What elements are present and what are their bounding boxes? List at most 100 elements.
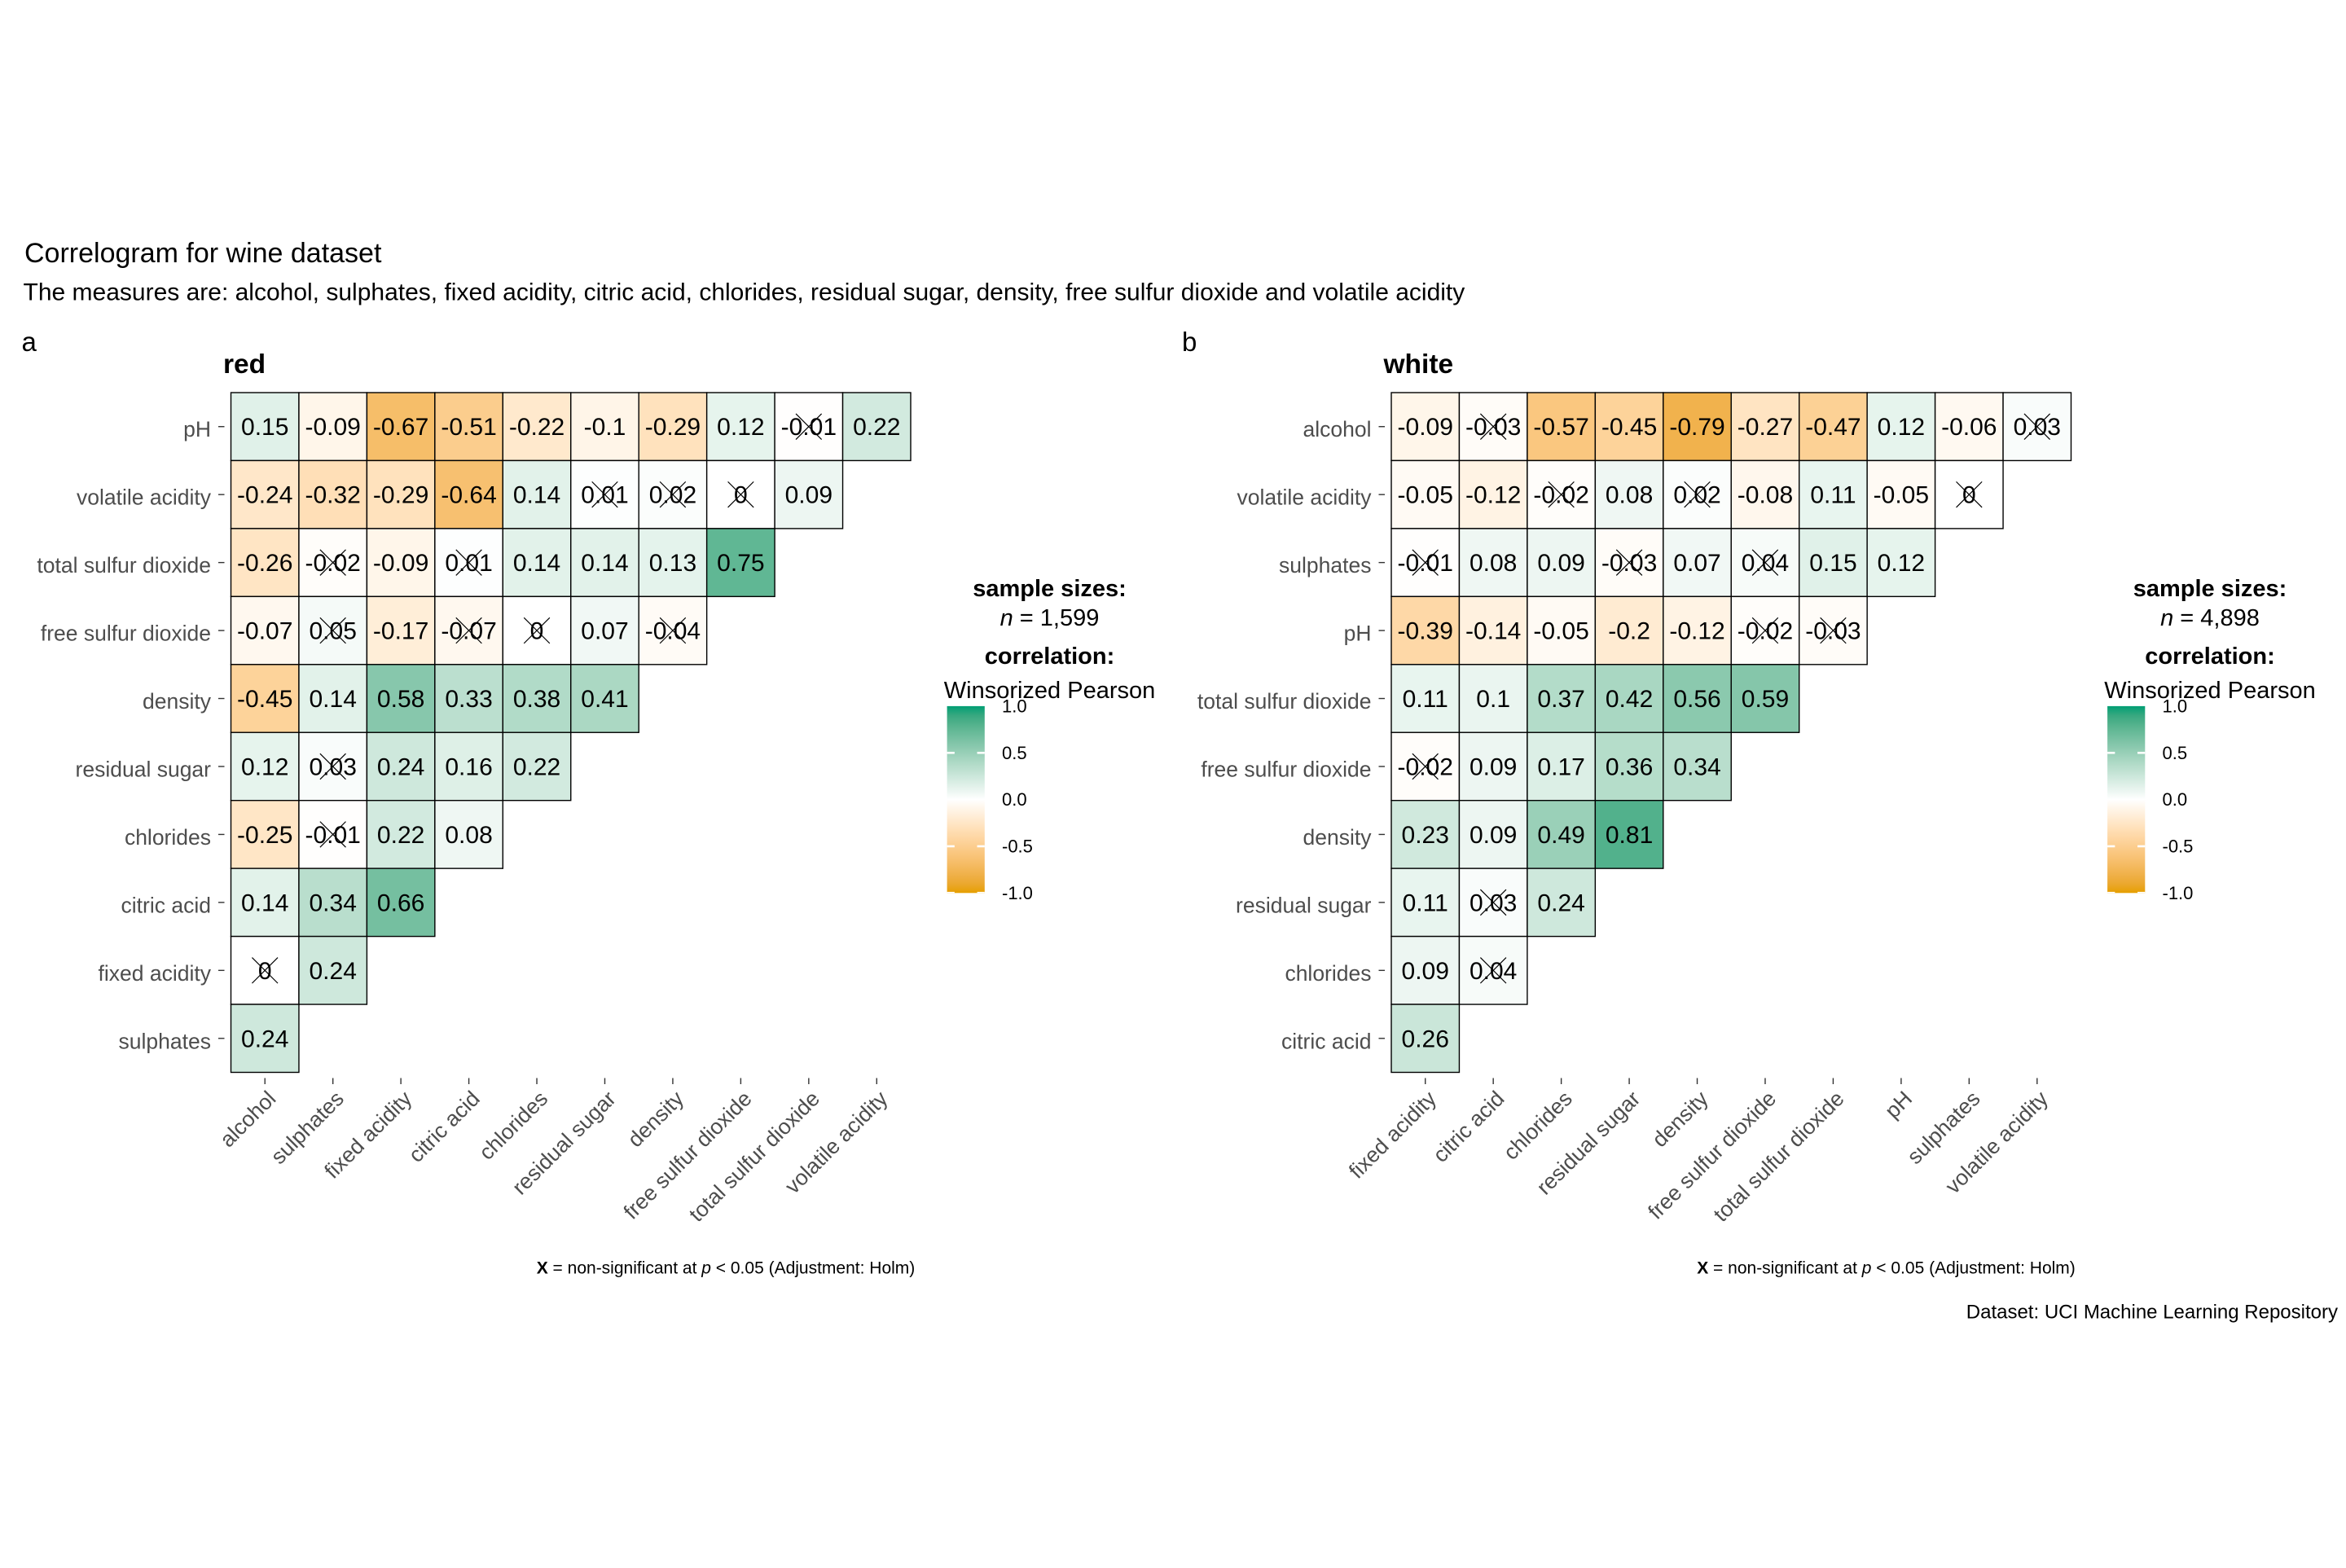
- svg-text:-0.08: -0.08: [1738, 482, 1793, 509]
- svg-text:white: white: [1383, 349, 1454, 380]
- svg-text:-0.2: -0.2: [1608, 618, 1650, 645]
- svg-text:0.59: 0.59: [1742, 686, 1789, 713]
- svg-text:free sulfur dioxide: free sulfur dioxide: [41, 621, 211, 646]
- svg-text:-0.04: -0.04: [645, 618, 701, 645]
- svg-text:alcohol: alcohol: [1303, 417, 1372, 441]
- svg-text:0.01: 0.01: [445, 550, 492, 577]
- svg-text:-0.05: -0.05: [1398, 482, 1453, 509]
- svg-text:0.33: 0.33: [445, 686, 492, 713]
- svg-text:Dataset: UCI Machine Learning: Dataset: UCI Machine Learning Repository: [1966, 1302, 2338, 1324]
- svg-text:-0.07: -0.07: [237, 618, 292, 645]
- svg-text:-0.57: -0.57: [1533, 414, 1588, 441]
- svg-text:0.75: 0.75: [717, 550, 764, 577]
- svg-text:-0.32: -0.32: [305, 482, 360, 509]
- svg-text:0.34: 0.34: [1673, 753, 1720, 780]
- svg-text:0.01: 0.01: [581, 482, 628, 509]
- svg-text:-0.03: -0.03: [1805, 618, 1861, 645]
- svg-text:0.15: 0.15: [1809, 550, 1856, 577]
- svg-text:0.42: 0.42: [1606, 686, 1653, 713]
- svg-text:0: 0: [530, 618, 544, 645]
- svg-text:density: density: [143, 689, 212, 714]
- svg-text:0.09: 0.09: [1402, 958, 1449, 985]
- svg-text:0.23: 0.23: [1402, 822, 1449, 849]
- svg-text:0.04: 0.04: [1742, 550, 1789, 577]
- svg-text:0: 0: [734, 482, 748, 509]
- svg-text:-0.26: -0.26: [237, 550, 292, 577]
- svg-text:0.49: 0.49: [1537, 822, 1584, 849]
- svg-text:0.36: 0.36: [1606, 753, 1653, 780]
- svg-text:sulphates: sulphates: [1279, 553, 1371, 578]
- svg-text:X = non-significant at p < 0.0: X = non-significant at p < 0.05 (Adjustm…: [1697, 1259, 2076, 1278]
- svg-text:0.03: 0.03: [1470, 889, 1517, 916]
- svg-text:free sulfur dioxide: free sulfur dioxide: [1201, 757, 1371, 781]
- svg-text:-0.24: -0.24: [237, 482, 292, 509]
- svg-text:0.0: 0.0: [2163, 789, 2188, 810]
- svg-text:a: a: [22, 327, 37, 357]
- svg-text:0.26: 0.26: [1402, 1026, 1449, 1052]
- svg-text:0.37: 0.37: [1537, 686, 1584, 713]
- svg-text:-0.5: -0.5: [1002, 837, 1033, 857]
- svg-text:density: density: [1303, 825, 1373, 850]
- svg-text:-0.09: -0.09: [305, 414, 360, 441]
- svg-text:chlorides: chlorides: [1285, 961, 1371, 986]
- svg-text:-0.01: -0.01: [305, 822, 360, 849]
- svg-text:Correlogram for wine dataset: Correlogram for wine dataset: [24, 238, 382, 269]
- svg-text:0.09: 0.09: [1537, 550, 1584, 577]
- svg-text:pH: pH: [1344, 621, 1372, 646]
- svg-text:0.17: 0.17: [1537, 753, 1584, 780]
- svg-text:-0.51: -0.51: [441, 414, 496, 441]
- svg-text:0.11: 0.11: [1403, 889, 1448, 916]
- svg-text:0.13: 0.13: [649, 550, 696, 577]
- svg-text:0.11: 0.11: [1403, 686, 1448, 713]
- svg-text:-0.02: -0.02: [1533, 482, 1588, 509]
- svg-text:0.12: 0.12: [1878, 414, 1925, 441]
- svg-text:-0.27: -0.27: [1738, 414, 1793, 441]
- svg-text:0.09: 0.09: [1470, 753, 1517, 780]
- svg-text:0.22: 0.22: [377, 822, 424, 849]
- svg-text:-0.45: -0.45: [237, 686, 292, 713]
- svg-text:residual sugar: residual sugar: [1236, 893, 1372, 917]
- svg-text:0.14: 0.14: [513, 550, 560, 577]
- svg-text:0.12: 0.12: [241, 753, 288, 780]
- svg-text:0.24: 0.24: [309, 958, 356, 985]
- svg-text:0.58: 0.58: [377, 686, 424, 713]
- svg-text:0.14: 0.14: [513, 482, 560, 509]
- svg-text:-0.14: -0.14: [1465, 618, 1521, 645]
- svg-text:correlation:: correlation:: [985, 643, 1115, 670]
- svg-text:0.15: 0.15: [241, 414, 288, 441]
- svg-text:0.07: 0.07: [1673, 550, 1720, 577]
- svg-text:sulphates: sulphates: [119, 1029, 211, 1053]
- svg-text:0.5: 0.5: [1002, 743, 1027, 763]
- svg-text:-0.02: -0.02: [1738, 618, 1793, 645]
- svg-text:0.08: 0.08: [1606, 482, 1653, 509]
- svg-text:-0.01: -0.01: [1398, 550, 1453, 577]
- svg-text:0.03: 0.03: [2014, 414, 2061, 441]
- svg-text:0.5: 0.5: [2163, 743, 2188, 763]
- svg-text:0: 0: [258, 958, 272, 985]
- svg-text:-0.17: -0.17: [373, 618, 428, 645]
- svg-text:0.22: 0.22: [853, 414, 900, 441]
- svg-text:0.04: 0.04: [1470, 958, 1517, 985]
- svg-text:-0.09: -0.09: [1398, 414, 1453, 441]
- svg-text:-0.67: -0.67: [373, 414, 428, 441]
- svg-text:0.41: 0.41: [581, 686, 628, 713]
- svg-text:X = non-significant at p < 0.0: X = non-significant at p < 0.05 (Adjustm…: [537, 1259, 916, 1278]
- svg-text:0: 0: [1962, 482, 1976, 509]
- svg-text:0.12: 0.12: [717, 414, 764, 441]
- svg-text:0.34: 0.34: [309, 889, 356, 916]
- svg-text:sample sizes:: sample sizes:: [973, 576, 1127, 602]
- svg-text:0.09: 0.09: [785, 482, 833, 509]
- svg-text:citric acid: citric acid: [121, 893, 211, 917]
- svg-text:-0.03: -0.03: [1465, 414, 1521, 441]
- svg-text:-0.01: -0.01: [781, 414, 837, 441]
- svg-text:-0.05: -0.05: [1874, 482, 1929, 509]
- svg-text:volatile acidity: volatile acidity: [77, 485, 212, 510]
- svg-text:1.0: 1.0: [1002, 696, 1027, 717]
- svg-text:0.16: 0.16: [445, 753, 492, 780]
- svg-text:0.02: 0.02: [649, 482, 696, 509]
- svg-text:citric acid: citric acid: [1281, 1029, 1371, 1053]
- svg-text:-1.0: -1.0: [1002, 883, 1033, 903]
- svg-text:-0.12: -0.12: [1669, 618, 1724, 645]
- svg-text:0.02: 0.02: [1673, 482, 1720, 509]
- svg-text:0.12: 0.12: [1878, 550, 1925, 577]
